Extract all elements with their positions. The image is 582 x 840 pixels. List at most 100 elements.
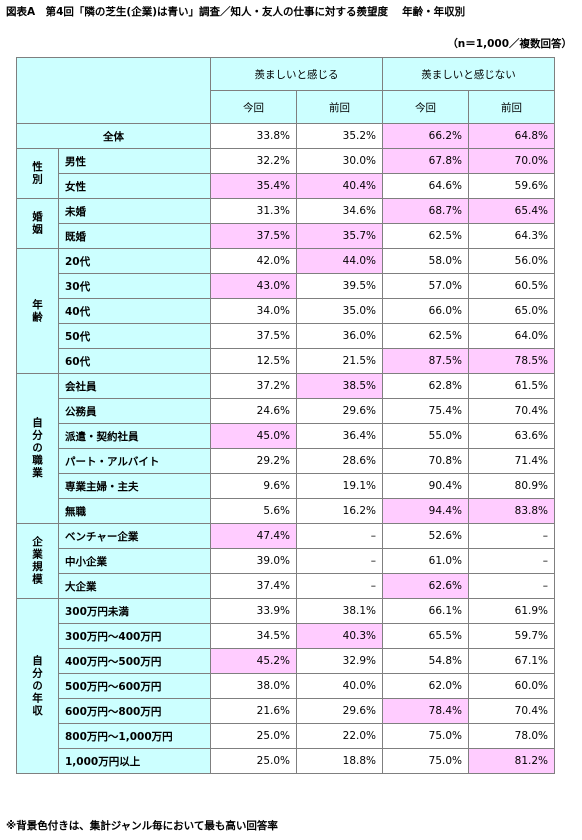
value-cell: 65.4% [468,198,555,224]
value-cell: 64.6% [382,173,469,199]
header-this-time-2: 今回 [382,90,469,124]
value-cell: 19.1% [296,473,383,499]
value-cell: 32.9% [296,648,383,674]
table-row: 50代 37.5% 36.0% 62.5% 64.0% [17,323,555,349]
table-row: 30代 43.0% 39.5% 57.0% 60.5% [17,273,555,299]
value-cell: 29.6% [296,398,383,424]
row-label: 既婚 [58,223,211,249]
value-cell: 56.0% [468,248,555,274]
row-label: 派遣・契約社員 [58,423,211,449]
value-cell: 31.3% [210,198,297,224]
header-corner [16,57,211,124]
header-this-time-1: 今回 [210,90,297,124]
table-row: 自分の職業 会社員 37.2% 38.5% 62.8% 61.5% [16,373,555,524]
row-label: 大企業 [58,573,211,599]
value-cell: 60.0% [468,673,555,699]
row-label: 300万円～400万円 [58,623,211,649]
value-cell: 37.5% [210,323,297,349]
row-label: 未婚 [58,198,211,224]
chart-title: 図表A 第4回「隣の芝生(企業)は青い」調査／知人・友人の仕事に対する羨望度 年… [6,6,466,18]
value-cell: 9.6% [210,473,297,499]
value-cell: 70.0% [468,148,555,174]
table-row: 婚姻 未婚 31.3% 34.6% 68.7% 65.4% [16,198,555,249]
value-cell: 62.5% [382,323,469,349]
row-label: 400万円～500万円 [58,648,211,674]
row-label: 男性 [58,148,211,174]
value-cell: 21.5% [296,348,383,374]
value-cell: 25.0% [210,723,297,749]
value-cell: 75.0% [382,723,469,749]
row-label: 30代 [58,273,211,299]
row-label: 50代 [58,323,211,349]
row-label: 800万円～1,000万円 [58,723,211,749]
value-cell: 78.5% [468,348,555,374]
row-label: パート・アルバイト [58,448,211,474]
value-cell: 43.0% [210,273,297,299]
value-cell: 63.6% [468,423,555,449]
row-label: 600万円～800万円 [58,698,211,724]
value-cell: 70.4% [468,398,555,424]
value-cell: 32.2% [210,148,297,174]
value-cell: 65.0% [468,298,555,324]
table-row-total: 全体 33.8% 35.2% 66.2% 64.8% [16,123,555,149]
value-cell: 5.6% [210,498,297,524]
value-cell: – [468,573,555,599]
value-cell: 70.8% [382,448,469,474]
value-cell: 37.5% [210,223,297,249]
header-last-time-2: 前回 [468,90,555,124]
value-cell: 62.5% [382,223,469,249]
value-cell: 57.0% [382,273,469,299]
value-cell: 70.4% [468,698,555,724]
value-cell: 34.5% [210,623,297,649]
table-row: 300万円～400万円 34.5% 40.3% 65.5% 59.7% [17,623,555,649]
value-cell: 35.4% [210,173,297,199]
value-cell: 80.9% [468,473,555,499]
table-row: 中小企業 39.0% –61.0% – [17,548,555,574]
table-row: 専業主婦・主夫 9.6% 19.1% 90.4% 80.9% [17,473,555,499]
table-row: 400万円～500万円 45.2% 32.9% 54.8% 67.1% [17,648,555,674]
value-cell: 67.1% [468,648,555,674]
row-label: 専業主婦・主夫 [58,473,211,499]
value-cell: 78.4% [382,698,469,724]
row-label: 60代 [58,348,211,374]
value-cell: 29.6% [296,698,383,724]
row-label: 女性 [58,173,211,199]
value-cell: 61.5% [468,373,555,399]
sample-size-note: （n＝1,000／複数回答） [447,38,572,50]
value-cell: 66.2% [382,123,469,149]
row-label: 20代 [58,248,211,274]
value-cell: 61.0% [382,548,469,574]
value-cell: 36.0% [296,323,383,349]
value-cell: 28.6% [296,448,383,474]
value-cell: 64.8% [468,123,555,149]
table-row: 600万円～800万円 21.6% 29.6% 78.4% 70.4% [17,698,555,724]
value-cell: 90.4% [382,473,469,499]
value-cell: 22.0% [296,723,383,749]
table-row: 女性 35.4% 40.4% 64.6% 59.6% [17,173,555,199]
table-row: 既婚 37.5% 35.7% 62.5% 64.3% [17,223,555,249]
table-row: 年齢 20代 42.0% 44.0% 58.0% 56.0% [16,248,555,374]
section-label: 自分の年収 [16,598,59,774]
table-row: 無職 5.6% 16.2% 94.4% 83.8% [17,498,555,524]
value-cell: 29.2% [210,448,297,474]
value-cell: 33.9% [210,598,297,624]
value-cell: 60.5% [468,273,555,299]
value-cell: 61.9% [468,598,555,624]
value-cell: 36.4% [296,423,383,449]
value-cell: 62.0% [382,673,469,699]
value-cell: 16.2% [296,498,383,524]
value-cell: 87.5% [382,348,469,374]
value-cell: 67.8% [382,148,469,174]
header-envious: 羨ましいと感じる [210,57,383,91]
table-row: 40代 34.0% 35.0% 66.0% 65.0% [17,298,555,324]
value-cell: 34.6% [296,198,383,224]
table-row: 派遣・契約社員 45.0% 36.4% 55.0% 63.6% [17,423,555,449]
section-label: 自分の職業 [16,373,59,524]
value-cell: 42.0% [210,248,297,274]
row-label-total: 全体 [16,123,211,149]
value-cell: 40.0% [296,673,383,699]
value-cell: 66.1% [382,598,469,624]
value-cell: – [296,548,383,574]
section-label: 婚姻 [16,198,59,249]
value-cell: 58.0% [382,248,469,274]
